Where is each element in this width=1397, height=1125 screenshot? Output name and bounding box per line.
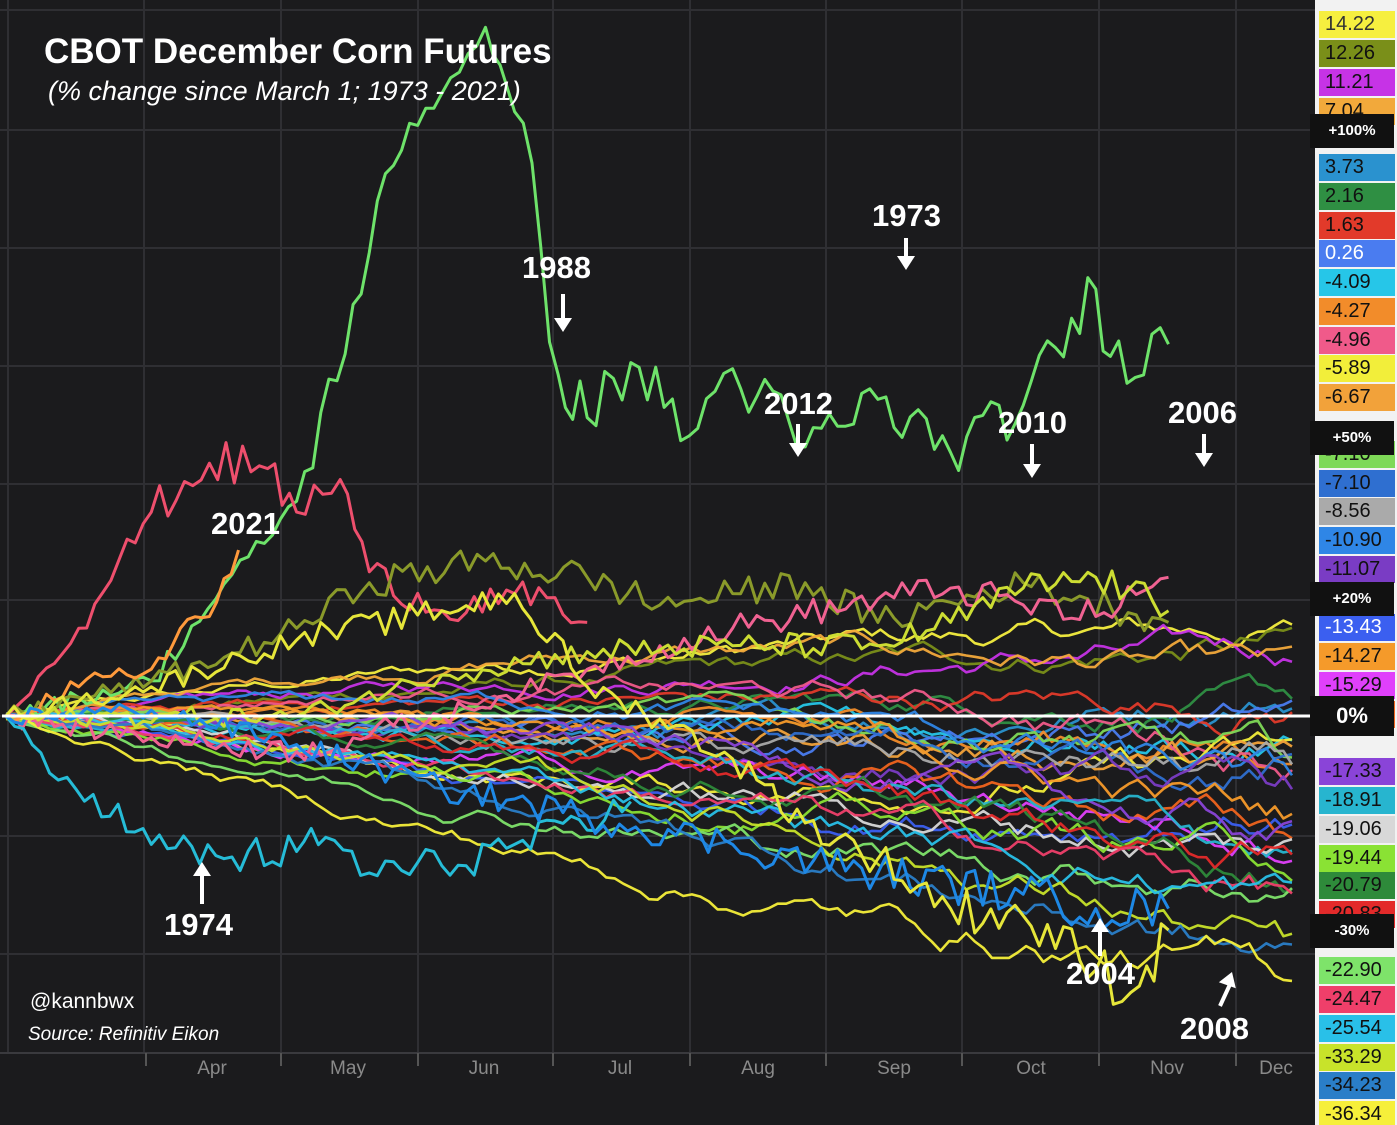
scale-value-tag: -24.47	[1319, 986, 1395, 1013]
scale-value-tag: -36.34	[1319, 1101, 1395, 1125]
series-line-28	[5, 715, 1293, 903]
plot-background	[0, 0, 1315, 1125]
series-line-31	[5, 716, 1293, 938]
annotation-arrows	[193, 238, 1236, 1007]
scale-value-tag: -17.33	[1319, 758, 1395, 785]
arrow-2008	[1218, 972, 1236, 1007]
scale-value-tag: -33.29	[1319, 1044, 1395, 1071]
x-axis-month-labels: Apr May Jun Jul Aug Sep Oct Nov Dec	[197, 1058, 1293, 1079]
percent-marker-tag: -30%	[1310, 914, 1394, 948]
scale-value-tag: 0.26	[1319, 240, 1395, 267]
scale-value-tag: 1.63	[1319, 212, 1395, 239]
arrow-1973	[897, 238, 915, 270]
month-label-apr: Apr	[197, 1058, 227, 1079]
percent-marker-tag: +100%	[1310, 114, 1394, 148]
percent-marker-tag: 0%	[1310, 696, 1394, 736]
series-line-14	[5, 711, 1293, 792]
highlighted-series-group	[4, 25, 1170, 1006]
series-2021	[5, 549, 240, 723]
arrow-2006	[1195, 434, 1213, 467]
series-1988	[4, 441, 588, 718]
month-label-dec: Dec	[1259, 1058, 1293, 1079]
scale-value-tag: -6.67	[1319, 384, 1395, 411]
series-2006	[5, 569, 1170, 729]
scale-value-tag: -11.07	[1319, 556, 1395, 583]
scale-value-tag: -4.96	[1319, 327, 1395, 354]
month-label-jul: Jul	[608, 1058, 632, 1079]
series-line-27	[5, 710, 1293, 870]
author-handle: @kannbwx	[30, 990, 135, 1013]
scale-value-tag: -14.27	[1319, 643, 1395, 670]
scale-value-tag: -20.79	[1319, 872, 1395, 899]
arrow-2012	[789, 424, 807, 457]
scale-value-tag: -18.91	[1319, 787, 1395, 814]
year-label-1988: 1988	[522, 250, 591, 285]
month-label-sep: Sep	[877, 1058, 911, 1079]
scale-value-tag: -22.90	[1319, 957, 1395, 984]
year-label-2006: 2006	[1168, 395, 1237, 430]
year-label-2008: 2008	[1180, 1011, 1249, 1046]
month-label-oct: Oct	[1016, 1058, 1046, 1079]
scale-value-tag: -19.44	[1319, 845, 1395, 872]
scale-value-tag: -8.56	[1319, 498, 1395, 525]
year-label-1974: 1974	[164, 907, 233, 942]
year-label-2004: 2004	[1066, 956, 1135, 991]
scale-value-tag: -10.90	[1319, 527, 1395, 554]
year-label-2021: 2021	[211, 506, 280, 541]
series-1974	[4, 715, 632, 878]
series-line-16	[5, 689, 1294, 777]
series-line-24	[5, 712, 1293, 858]
scale-value-tag: -34.23	[1319, 1072, 1395, 1099]
scale-value-tag: 3.73	[1319, 154, 1395, 181]
series-line-2	[5, 623, 1293, 720]
arrow-1988	[554, 294, 572, 332]
scale-value-tag: -4.27	[1319, 298, 1395, 325]
chart-subtitle: (% change since March 1; 1973 - 2021)	[48, 76, 521, 106]
scale-value-tag: -7.10	[1319, 470, 1395, 497]
series-2012	[4, 549, 1170, 719]
scale-value-tag: 2.16	[1319, 183, 1395, 210]
arrow-2004	[1091, 918, 1109, 956]
year-label-2010: 2010	[998, 405, 1067, 440]
scale-value-tag: -15.29	[1319, 672, 1395, 699]
series-line-26	[5, 709, 1292, 894]
side-value-scale: 14.22 12.26 11.21 7.04 3.73 2.16 1.63 0.26 -4.09…	[1315, 0, 1397, 1125]
series-2004	[5, 702, 1170, 930]
year-label-2012: 2012	[764, 386, 833, 421]
scale-value-tag: -5.89	[1319, 355, 1395, 382]
chart-title: CBOT December Corn Futures	[44, 32, 552, 71]
series-line-15	[5, 710, 1294, 773]
scale-value-tag: -13.43	[1319, 614, 1395, 641]
month-label-may: May	[330, 1058, 366, 1079]
arrow-2010	[1023, 444, 1041, 478]
source-note: Source: Refinitiv Eikon	[28, 1024, 220, 1045]
scale-value-tag: 14.22	[1319, 11, 1395, 38]
scale-value-tag: -4.09	[1319, 269, 1395, 296]
month-label-nov: Nov	[1150, 1058, 1184, 1079]
scale-value-tag: -19.06	[1319, 816, 1395, 843]
series-line-25	[5, 714, 1293, 882]
scale-value-tag: 12.26	[1319, 40, 1395, 67]
series-line-13	[5, 690, 1293, 759]
scale-value-tag: -25.54	[1319, 1015, 1395, 1042]
arrow-1974	[193, 862, 211, 904]
chart-plot: Apr May Jun Jul Aug Sep Oct Nov Dec	[0, 0, 1315, 1125]
percent-marker-tag: +50%	[1310, 421, 1394, 455]
percent-marker-tag: +20%	[1310, 582, 1394, 616]
series-1973	[5, 25, 1170, 722]
scale-value-tag: 11.21	[1319, 69, 1395, 96]
year-label-1973: 1973	[872, 198, 941, 233]
month-label-jun: Jun	[469, 1058, 500, 1079]
series-2008	[4, 591, 1170, 1006]
series-line-3	[5, 629, 1293, 719]
month-label-aug: Aug	[741, 1058, 775, 1079]
